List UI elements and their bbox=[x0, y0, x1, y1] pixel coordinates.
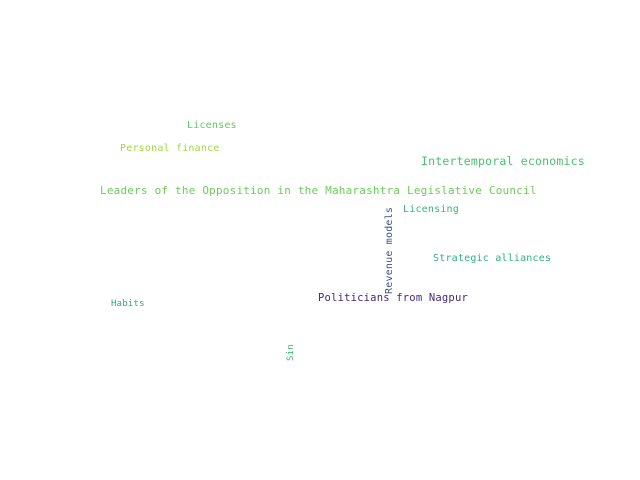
word-revenue-models: Revenue models bbox=[384, 206, 395, 294]
word-sin: Sin bbox=[286, 344, 296, 361]
word-intertemporal-economics: Intertemporal economics bbox=[421, 154, 585, 168]
word-licenses: Licenses bbox=[187, 120, 237, 131]
word-politicians-nagpur: Politicians from Nagpur bbox=[318, 292, 468, 304]
word-licensing: Licensing bbox=[403, 204, 459, 215]
word-personal-finance: Personal finance bbox=[120, 143, 220, 154]
word-leaders-opposition: Leaders of the Opposition in the Maharas… bbox=[100, 184, 537, 197]
word-habits: Habits bbox=[111, 299, 145, 309]
word-strategic-alliances: Strategic alliances bbox=[433, 253, 552, 264]
